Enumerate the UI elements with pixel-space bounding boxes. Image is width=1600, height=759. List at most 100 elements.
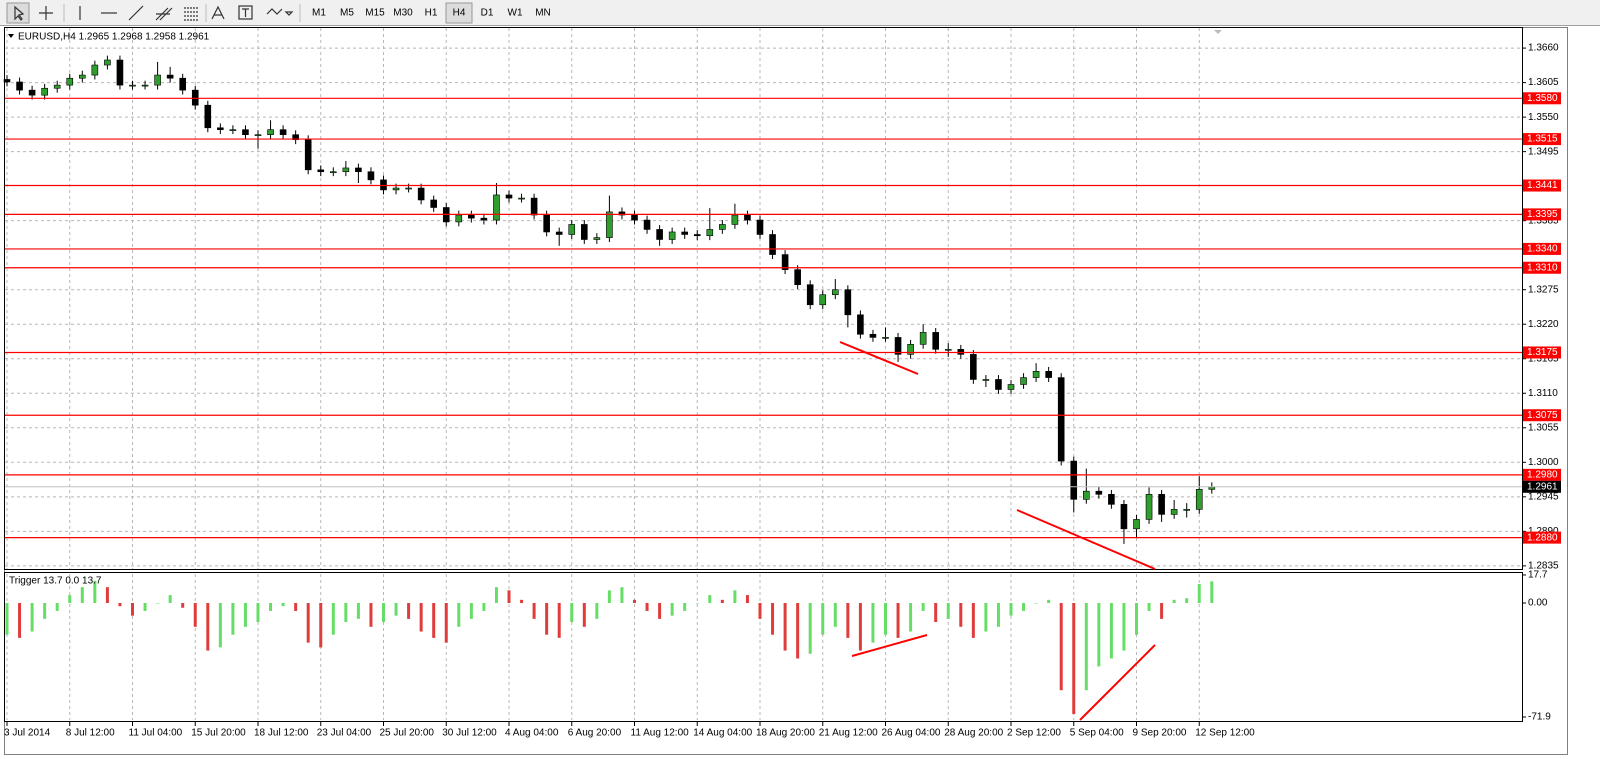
y-tick-label: -71.9 xyxy=(1528,712,1551,723)
trendline-icon[interactable] xyxy=(128,5,144,21)
label-icon-t[interactable] xyxy=(242,8,249,17)
label-icon[interactable] xyxy=(238,5,253,20)
last-price-label: 1.2961 xyxy=(1527,481,1558,492)
candle-body xyxy=(518,197,525,200)
timeframe-label[interactable]: W1 xyxy=(508,8,523,19)
histogram-bar xyxy=(1034,603,1038,604)
symbol-menu-arrow[interactable] xyxy=(8,34,14,38)
candle-body xyxy=(3,79,11,83)
candle-body xyxy=(919,332,927,345)
price-level-label: 1.3515 xyxy=(1527,134,1558,145)
trend-line[interactable] xyxy=(851,634,928,657)
histogram-bar xyxy=(105,587,109,604)
histogram-bar xyxy=(796,603,800,659)
histogram-bar xyxy=(658,603,662,619)
cursor-icon[interactable] xyxy=(14,5,25,21)
histogram-bar xyxy=(821,603,825,635)
histogram-bar xyxy=(369,603,373,627)
timeframe-label[interactable]: MN xyxy=(535,8,551,19)
candle-body xyxy=(41,87,48,96)
cursor-button[interactable] xyxy=(6,2,30,24)
x-tick-label: 9 Sep 20:00 xyxy=(1133,728,1187,739)
y-tick-label: 1.3220 xyxy=(1528,319,1559,330)
trend-line[interactable] xyxy=(839,341,919,375)
candle-body xyxy=(392,187,400,191)
trend-line[interactable] xyxy=(1016,509,1156,570)
channel-icon[interactable] xyxy=(155,7,173,21)
candle-body xyxy=(543,214,550,233)
timeframe-label[interactable]: D1 xyxy=(481,8,494,19)
candle-body xyxy=(831,289,839,296)
candle-body xyxy=(304,139,312,171)
last-price-tag xyxy=(1523,480,1561,493)
timeframe-label[interactable]: H1 xyxy=(425,8,438,19)
candle-body xyxy=(982,379,990,381)
candle-body xyxy=(894,337,902,355)
candle-body xyxy=(16,81,23,91)
candle-body xyxy=(254,134,262,136)
timeframe-label[interactable]: M15 xyxy=(365,8,385,19)
histogram-bar xyxy=(607,590,611,604)
candle-body xyxy=(643,219,651,230)
crosshair-icon[interactable] xyxy=(39,6,53,20)
candle-body xyxy=(530,197,538,216)
y-tick-label: 1.3275 xyxy=(1528,284,1559,295)
candle-body xyxy=(656,229,663,240)
price-level-tag xyxy=(1523,346,1561,359)
timeframe-button[interactable] xyxy=(445,2,473,24)
candle-body xyxy=(944,349,952,351)
candle-body xyxy=(267,129,274,135)
histogram-bar xyxy=(143,603,147,611)
fibo-icon[interactable] xyxy=(184,7,198,21)
candle-body xyxy=(342,167,350,173)
y-tick-label: 0.00 xyxy=(1528,598,1548,609)
histogram-bar xyxy=(1172,599,1176,604)
candle-body xyxy=(857,314,864,335)
histogram-bar xyxy=(1059,603,1063,691)
candle-body xyxy=(1108,494,1115,505)
candle-body xyxy=(869,333,877,338)
histogram-bar xyxy=(745,595,749,604)
candle-body xyxy=(329,171,337,174)
histogram-bar xyxy=(783,603,787,651)
timeframe-label[interactable]: H4 xyxy=(453,8,466,19)
x-tick-label: 18 Aug 20:00 xyxy=(756,728,815,739)
candle-body xyxy=(367,171,375,181)
arrows-icon[interactable] xyxy=(266,8,294,16)
candle-body xyxy=(1083,490,1090,500)
histogram-bar xyxy=(156,603,160,604)
timeframe-label[interactable]: M30 xyxy=(393,8,413,19)
candle-body xyxy=(1133,519,1140,530)
price-level-tag xyxy=(1523,208,1561,221)
candle-body xyxy=(631,214,638,221)
histogram-bar xyxy=(808,603,812,654)
trend-line[interactable] xyxy=(1079,644,1156,721)
candle-body xyxy=(141,84,149,87)
histogram-bar xyxy=(193,603,197,627)
candle-body xyxy=(129,84,136,87)
drawing-tools xyxy=(6,2,301,24)
histogram-bar xyxy=(344,603,348,623)
y-tick-label: 1.2890 xyxy=(1528,526,1559,537)
histogram-bar xyxy=(758,603,762,619)
histogram-bar xyxy=(482,603,486,611)
histogram-bar xyxy=(520,599,524,604)
candle-body xyxy=(693,234,701,237)
candle-body xyxy=(1145,494,1153,520)
candle-body xyxy=(932,332,940,350)
candle-body xyxy=(355,167,362,173)
candle-body xyxy=(468,214,475,219)
y-tick-label: 17.7 xyxy=(1528,570,1548,581)
histogram-bar xyxy=(407,603,411,619)
histogram-bar xyxy=(595,603,599,619)
y-tick-label: 1.3165 xyxy=(1528,353,1559,364)
histogram-bar xyxy=(871,603,875,643)
histogram-bar xyxy=(633,599,636,604)
timeframe-label[interactable]: M1 xyxy=(312,8,326,19)
timeframe-label[interactable]: M5 xyxy=(340,8,354,19)
price-level-tag xyxy=(1523,468,1561,481)
text-icon[interactable] xyxy=(211,5,225,20)
price-level-label: 1.2980 xyxy=(1527,469,1558,480)
price-level-tag xyxy=(1523,261,1561,274)
histogram-bar xyxy=(30,603,34,632)
